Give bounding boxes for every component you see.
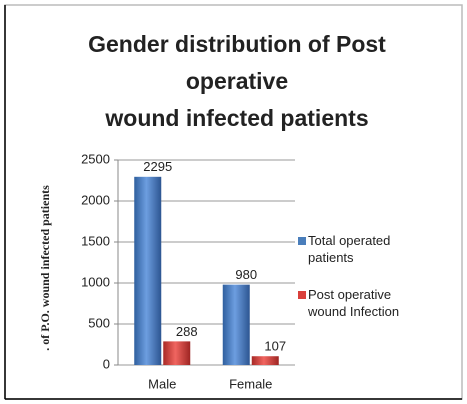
bar (134, 176, 162, 365)
legend-label: Post operative wound Infection (308, 287, 400, 319)
x-tick-label: Male (148, 376, 176, 391)
bar (222, 284, 250, 365)
y-tick-label: 0 (103, 356, 110, 371)
legend-swatch (298, 237, 306, 245)
y-axis-label: . of P.O. wound infected patients (38, 185, 52, 351)
chart-title: operative (186, 68, 288, 94)
y-tick-label: 500 (88, 315, 110, 330)
bar (251, 356, 279, 365)
chart-title: Gender distribution of Post (88, 31, 386, 57)
legend-swatch (298, 291, 306, 299)
x-tick-label: Female (229, 376, 272, 391)
y-tick-label: 1500 (81, 233, 110, 248)
bar (163, 341, 191, 365)
y-tick-label: 2000 (81, 192, 110, 207)
y-tick-label: 1000 (81, 274, 110, 289)
data-label: 2295 (143, 159, 172, 174)
data-label: 980 (235, 267, 257, 282)
data-label: 288 (176, 324, 198, 339)
legend-label: Total operated patients (308, 233, 391, 265)
data-label: 107 (264, 339, 286, 354)
chart-title: wound infected patients (104, 105, 368, 131)
y-tick-label: 2500 (81, 151, 110, 166)
